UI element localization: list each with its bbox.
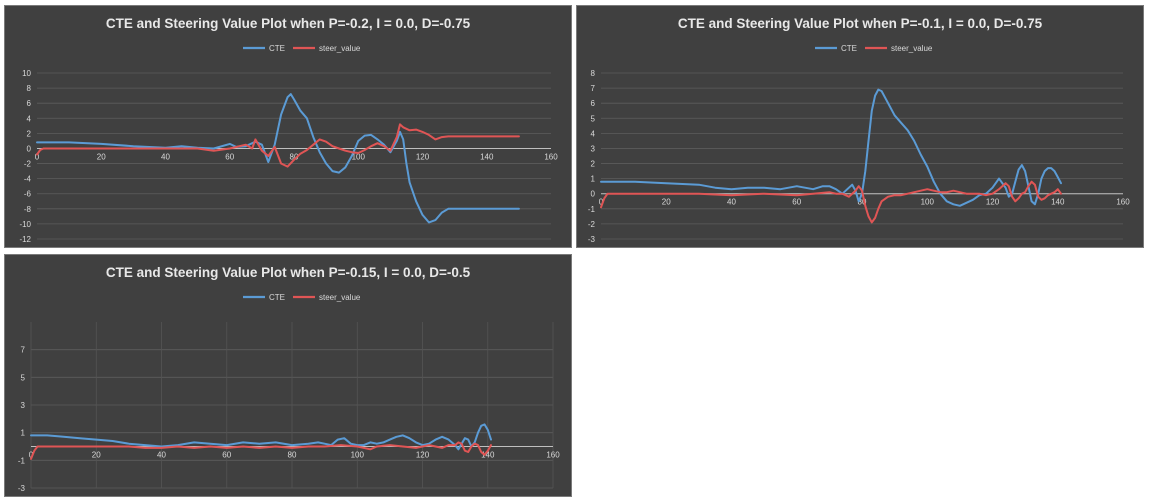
legend: CTE steer_value — [243, 293, 361, 302]
y-tick-label: -4 — [24, 175, 32, 184]
y-tick-label: 6 — [27, 99, 32, 108]
y-tick-label: 4 — [591, 129, 596, 138]
y-tick-label: -10 — [19, 220, 31, 229]
x-tick-label: 20 — [97, 152, 106, 161]
y-tick-label: 3 — [591, 144, 596, 153]
y-tick-label: 7 — [591, 84, 596, 93]
y-tick-label: 3 — [21, 401, 26, 410]
y-tick-label: -3 — [588, 235, 596, 244]
legend-label: CTE — [269, 293, 285, 302]
x-tick-label: 160 — [544, 152, 558, 161]
x-tick-label: 60 — [222, 451, 231, 460]
y-tick-label: 0 — [27, 144, 32, 153]
y-tick-label: -1 — [18, 456, 26, 465]
x-tick-label: 100 — [921, 198, 935, 207]
line-chart: CTE and Steering Value Plot when P=-0.15… — [18, 265, 560, 493]
series-line-steer-value — [36, 123, 520, 168]
y-tick-label: -3 — [18, 484, 26, 493]
y-tick-label: 4 — [27, 114, 32, 123]
y-tick-label: 10 — [22, 69, 31, 78]
series-line-cte — [600, 88, 1062, 207]
x-tick-label: 20 — [92, 451, 101, 460]
chart-panel-p02: CTE and Steering Value Plot when P=-0.2,… — [4, 5, 572, 248]
legend-label: steer_value — [319, 44, 361, 53]
y-tick-label: 5 — [591, 114, 596, 123]
legend-label: steer_value — [891, 44, 933, 53]
legend-label: steer_value — [319, 293, 361, 302]
x-tick-label: 100 — [352, 152, 366, 161]
x-tick-label: 160 — [546, 451, 560, 460]
legend-label: CTE — [841, 44, 857, 53]
y-tick-label: 8 — [591, 69, 596, 78]
x-tick-label: 0 — [35, 152, 40, 161]
x-tick-label: 140 — [481, 451, 495, 460]
y-tick-label: 1 — [21, 429, 26, 438]
legend-label: CTE — [269, 44, 285, 53]
chart-panel-p015: CTE and Steering Value Plot when P=-0.15… — [4, 254, 572, 497]
series-line-steer-value — [600, 180, 1062, 224]
series-line-cte — [30, 423, 492, 451]
x-tick-label: 0 — [29, 451, 34, 460]
y-tick-label: -12 — [19, 235, 31, 244]
x-tick-label: 120 — [986, 198, 1000, 207]
x-tick-label: 20 — [662, 198, 671, 207]
y-tick-label: 2 — [591, 160, 596, 169]
chart-title: CTE and Steering Value Plot when P=-0.1,… — [678, 16, 1043, 31]
line-chart: CTE and Steering Value Plot when P=-0.2,… — [19, 16, 558, 244]
legend: CTE steer_value — [815, 44, 933, 53]
x-tick-label: 100 — [351, 451, 365, 460]
chart-title: CTE and Steering Value Plot when P=-0.15… — [106, 265, 471, 280]
legend: CTE steer_value — [243, 44, 361, 53]
x-tick-label: 40 — [727, 198, 736, 207]
series-line-cte — [36, 93, 520, 224]
x-tick-label: 0 — [599, 198, 604, 207]
line-chart: CTE and Steering Value Plot when P=-0.1,… — [588, 16, 1130, 244]
y-tick-label: -8 — [24, 205, 32, 214]
x-tick-label: 60 — [225, 152, 234, 161]
x-tick-label: 120 — [416, 152, 430, 161]
y-tick-label: 7 — [21, 346, 26, 355]
y-tick-label: -6 — [24, 190, 32, 199]
y-tick-label: 2 — [27, 129, 32, 138]
x-tick-label: 80 — [290, 152, 299, 161]
y-tick-label: -1 — [588, 205, 596, 214]
series-line-steer-value — [30, 441, 492, 460]
y-tick-label: 0 — [591, 190, 596, 199]
x-tick-label: 120 — [416, 451, 430, 460]
y-tick-label: 6 — [591, 99, 596, 108]
chart-panel-p01: CTE and Steering Value Plot when P=-0.1,… — [576, 5, 1144, 248]
chart-title: CTE and Steering Value Plot when P=-0.2,… — [106, 16, 471, 31]
x-tick-label: 80 — [288, 451, 297, 460]
y-tick-label: 5 — [21, 373, 26, 382]
y-tick-label: -2 — [588, 220, 596, 229]
x-tick-label: 40 — [161, 152, 170, 161]
y-tick-label: -2 — [24, 160, 32, 169]
x-tick-label: 140 — [1051, 198, 1065, 207]
y-tick-label: 8 — [27, 84, 32, 93]
x-tick-label: 160 — [1116, 198, 1130, 207]
y-tick-label: 1 — [591, 175, 596, 184]
x-tick-label: 80 — [858, 198, 867, 207]
x-tick-label: 40 — [157, 451, 166, 460]
x-tick-label: 60 — [792, 198, 801, 207]
x-tick-label: 140 — [480, 152, 494, 161]
